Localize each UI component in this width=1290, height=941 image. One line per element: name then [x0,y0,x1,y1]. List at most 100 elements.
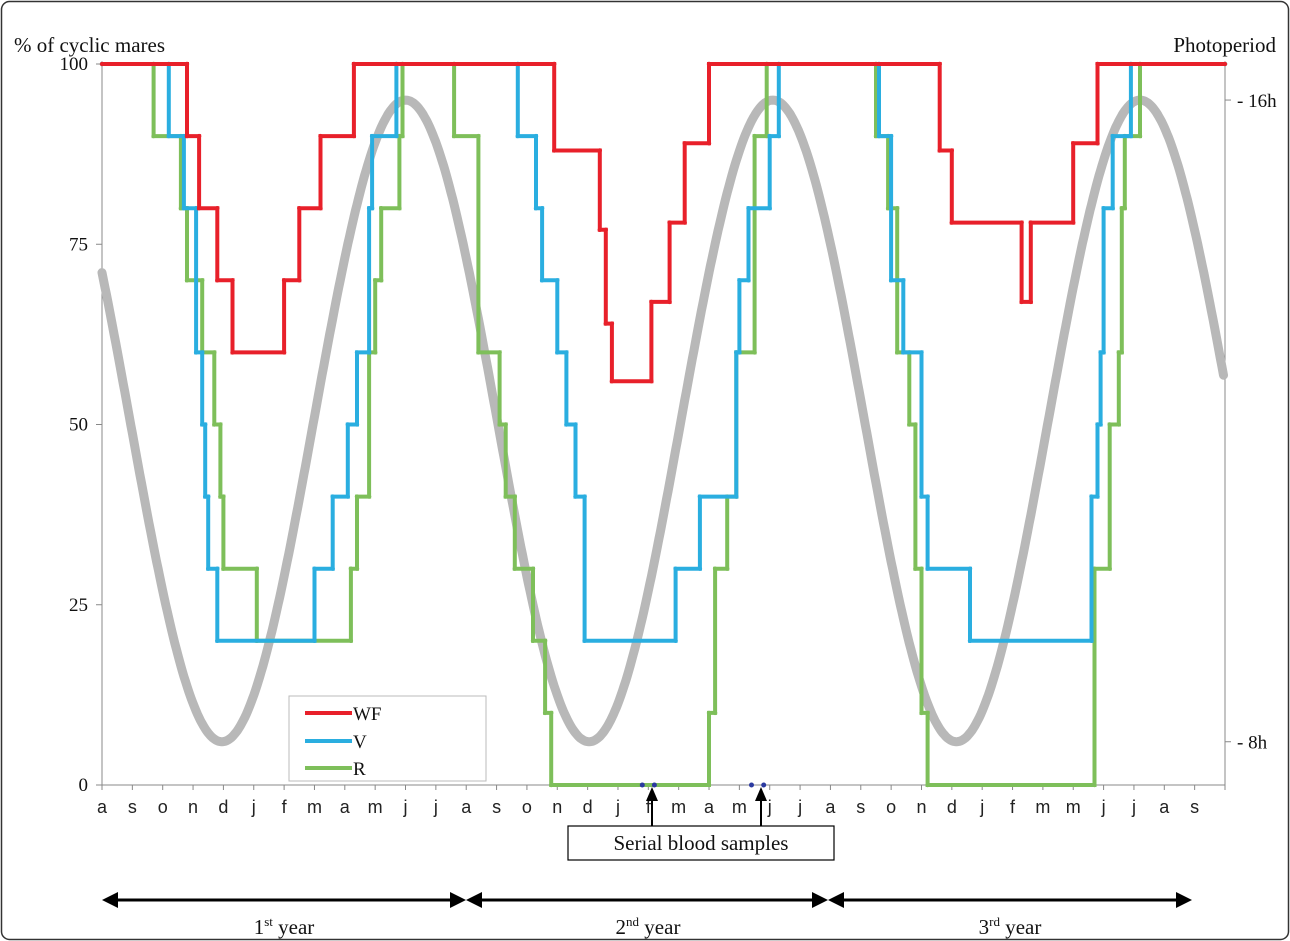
x-tick-label: m [671,797,686,817]
series-r-point [476,350,481,355]
series-v-point [555,350,560,355]
x-tick-label: j [797,797,802,817]
series-wf-point [318,206,323,211]
series-r-point [919,566,924,571]
series-r-point [895,206,900,211]
series-wf-line [102,62,1225,384]
series-wf-point [1095,61,1100,67]
series-wf-point [215,278,220,283]
legend: WF V R [288,695,487,782]
series-v-point [888,133,894,139]
sample-marker-point [651,782,657,788]
year-spans: 1st year 2nd year 3rd year [102,892,1192,939]
series-wf-point [706,61,712,67]
x-tick-label: j [1101,797,1106,817]
x-tick-label: a [825,797,836,817]
series-wf-point [184,61,190,67]
series-v-point [967,566,973,571]
series-r-point [373,350,378,355]
series-wf-point [1071,141,1076,146]
series-v-point [746,206,751,211]
series-wf-point [351,133,357,139]
x-tick-label: s [492,797,501,817]
series-v-point [734,350,739,355]
series-r-point [497,350,502,355]
year-label-1: 1st year [254,914,315,939]
series-v-point [215,566,220,571]
series-r-point [919,710,924,716]
series-r-point [151,133,156,139]
series-v-point [345,422,350,427]
series-v-point [1101,206,1106,211]
series-v-point [573,494,578,499]
series-v-point [776,133,781,139]
series-wf-point [230,350,235,355]
series-v-point [888,278,894,283]
series-v-point [734,494,739,499]
series-v-point [206,494,211,499]
y-tick-label: 75 [69,234,88,255]
series-wf-point [937,61,942,67]
series-v-point [767,206,772,211]
series-r-point [254,566,259,571]
series-v-point [181,206,187,211]
series-wf-point [597,148,602,153]
series-wf-point [1222,61,1228,67]
series-r-point [1119,350,1125,355]
x-tick-label: a [340,797,351,817]
series-v-point [901,350,906,355]
series-v-point [1110,133,1115,139]
series-r-point [221,494,226,499]
series-r-point [379,278,384,283]
series-r-point [200,278,205,283]
year-label-2: 2nd year [616,914,681,939]
series-r-point [530,566,536,571]
y-tick-label: 0 [79,775,89,796]
series-v-point [967,638,973,643]
series-wf-point [682,220,687,225]
x-tick-label: s [1190,797,1199,817]
x-tick-label: a [704,797,715,817]
series-r-point [1092,782,1097,788]
series-r-point [348,638,354,643]
series-wf-point [281,278,287,283]
x-tick-label: a [461,797,472,817]
series-v-point [697,566,703,571]
series-r-point [706,782,712,788]
legend-label-v: V [353,732,367,753]
series-v-point [200,350,205,355]
y2-tick-label: - 16h [1237,91,1277,112]
series-v-point [533,133,539,139]
series-r-point [476,133,481,139]
series-wf-point [1019,220,1024,225]
series-r-point [549,710,554,716]
x-tick-label: f [646,797,652,817]
series-v-point [697,494,703,499]
series-wf-point [949,148,954,153]
series-r-point [542,710,548,716]
series-v-point [166,133,171,139]
series-wf-point [1028,220,1034,225]
x-tick-label: m [732,797,747,817]
series-wf-point [603,321,608,326]
series-wf-point [597,227,602,232]
x-tick-label: m [1066,797,1081,817]
series-wf-point [667,220,672,225]
series-v-point [394,133,399,139]
year-span-3-left-head [828,892,844,908]
series-wf-point [297,278,302,283]
series-v-point [582,494,587,499]
x-tick-label: d [947,797,957,817]
sample-marker-point [761,782,767,788]
series-wf-point [949,220,954,225]
x-tick-label: j [767,797,772,817]
series-v-point [673,566,678,571]
series-r-point [712,710,718,716]
x-tick-label: d [583,797,593,817]
series-v-point [1098,422,1103,427]
series-v-point [919,494,924,499]
series-v-point [539,206,545,211]
series-wf-point [230,278,235,283]
y2-tick-label: - 8h [1237,733,1268,754]
